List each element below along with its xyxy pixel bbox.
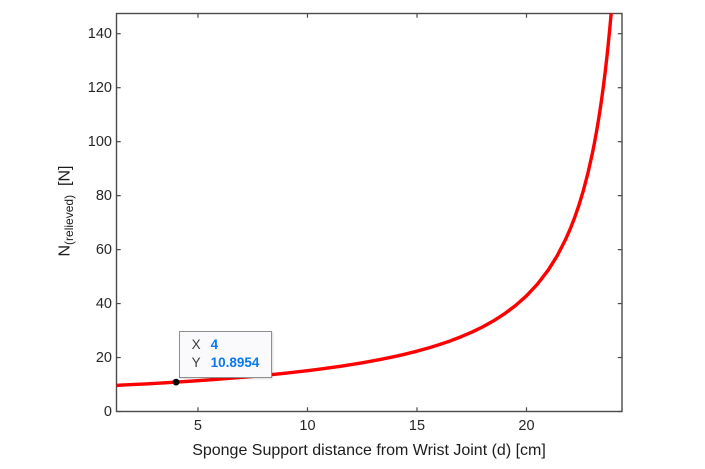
y-tick-label: 60 xyxy=(95,241,112,258)
x-axis-label: Sponge Support distance from Wrist Joint… xyxy=(192,442,546,459)
data-tip-y-row: Y 10.8954 xyxy=(192,354,260,372)
y-axis-label-unit: [N] xyxy=(56,165,74,186)
y-tick-label: 140 xyxy=(87,25,112,42)
x-tick-label: 20 xyxy=(518,417,535,434)
curve-line[interactable] xyxy=(116,0,621,388)
data-tip-x-label: X xyxy=(191,337,201,353)
datatip-marker[interactable] xyxy=(172,378,180,386)
x-tick-label: 10 xyxy=(299,417,316,434)
axes-box xyxy=(115,12,623,413)
y-axis-label-subscript: (relieved) xyxy=(61,194,76,245)
y-axis-label-main: N xyxy=(56,244,74,257)
x-tick-label: 5 xyxy=(193,417,203,434)
y-axis-label: N(relieved) [N] xyxy=(56,165,76,256)
data-tip-x-value: 4 xyxy=(210,337,219,353)
y-tick-label: 0 xyxy=(103,403,112,420)
y-tick-label: 80 xyxy=(95,187,112,204)
y-tick-label: 120 xyxy=(87,79,112,96)
data-tip-y-label: Y xyxy=(191,355,201,371)
y-tick-label: 100 xyxy=(87,133,112,150)
y-tick-label: 20 xyxy=(95,349,112,366)
data-tip-y-value: 10.8954 xyxy=(210,355,260,371)
y-tick-label: 40 xyxy=(95,295,112,312)
x-tick-label: 15 xyxy=(408,417,426,434)
tick-marks xyxy=(116,13,622,413)
